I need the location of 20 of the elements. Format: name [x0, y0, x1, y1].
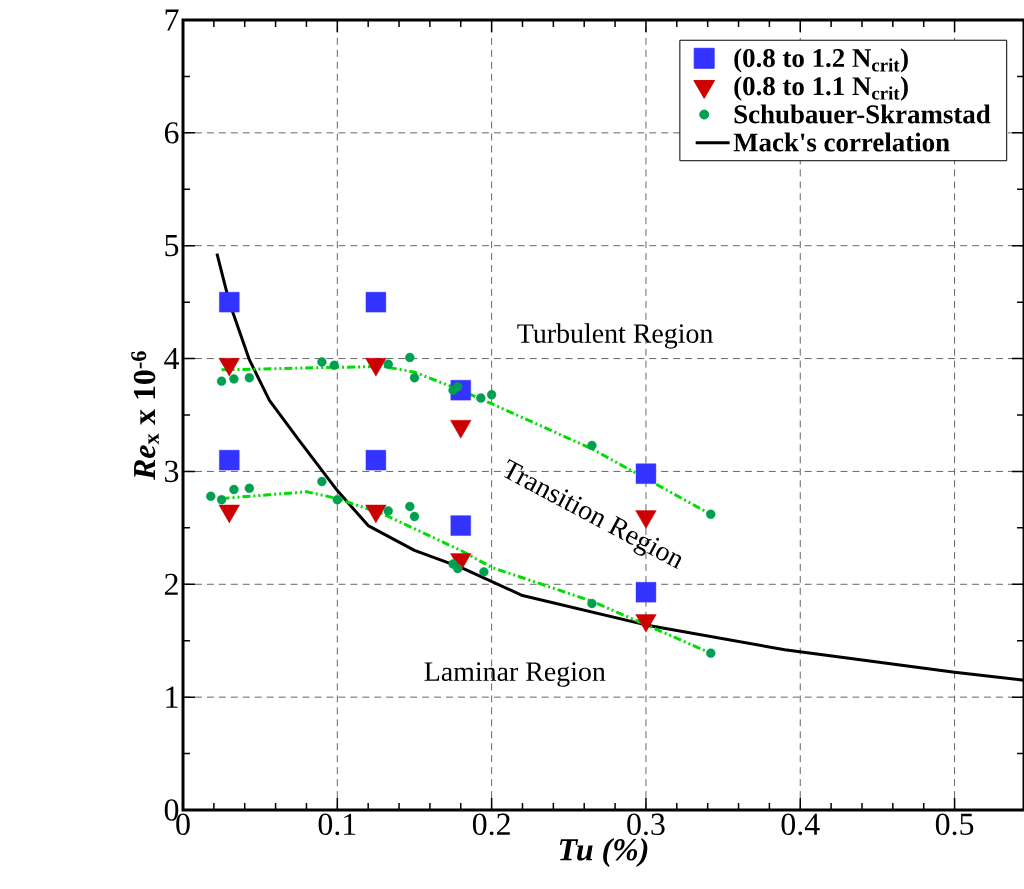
y-tick-label: 2 [164, 573, 178, 595]
y-tick-label: 7 [165, 9, 179, 31]
y-tick-label: 3 [165, 460, 179, 483]
y-tick-label: 1 [166, 686, 178, 708]
x-tick-label: 0.1 [318, 813, 356, 836]
y-tick-label: 4 [164, 348, 179, 370]
annotation: Turbulent Region [517, 323, 713, 349]
x-axis-title: Tu (%) [559, 838, 648, 867]
x-tick-label: 0.5 [935, 813, 974, 836]
y-axis-title: Re$_{x}$ x 10$^{-6}$ [131, 351, 159, 480]
x-tick-label: 0.2 [472, 813, 510, 836]
annotation: Laminar Region [424, 662, 606, 687]
y-tick-label: 6 [164, 122, 179, 144]
legend-label: Schubauer-Skramstad [734, 104, 991, 124]
x-tick-label: 0.3 [627, 813, 665, 836]
legend-label: Mack's correlation [733, 132, 950, 152]
x-tick-label: 0.4 [781, 813, 820, 836]
legend-label: (0.8 to 1.1 N$_{crit}$) [734, 76, 908, 101]
y-tick-label: 5 [165, 235, 179, 257]
legend-label: (0.8 to 1.2 N$_{crit}$) [734, 48, 908, 73]
